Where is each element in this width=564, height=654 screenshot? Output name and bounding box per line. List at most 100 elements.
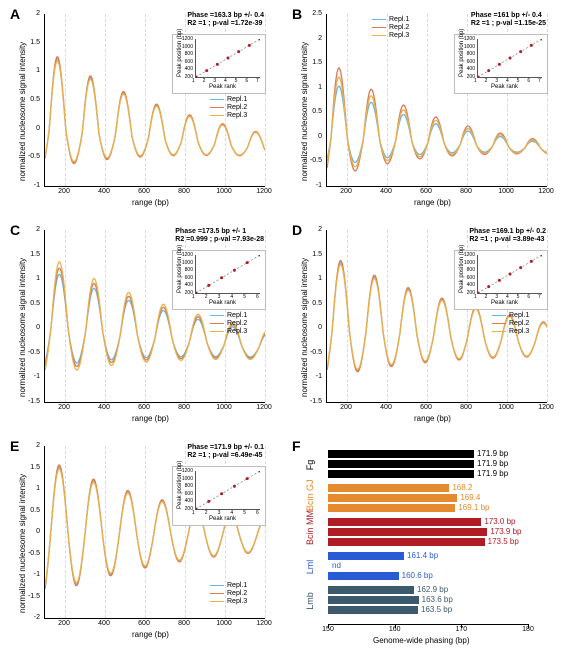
inset-point: [246, 477, 249, 480]
x-tick: 600: [134, 620, 154, 627]
inset-point: [216, 63, 219, 66]
inset-fit-line: [196, 471, 260, 509]
inset-point: [530, 44, 533, 47]
legend-label: Repl.1: [227, 582, 247, 589]
legend: Repl.1Repl.2Repl.3: [210, 96, 247, 120]
stats-text: Phase =169.1 bp +/- 0.2R2 =1 ; p-val =3.…: [469, 228, 546, 245]
legend-swatch: [210, 99, 224, 100]
legend-swatch: [492, 315, 506, 316]
bar: [328, 528, 487, 536]
bar-value-label: 169.1 bp: [458, 503, 489, 512]
panelF-tick-mark: [395, 624, 396, 628]
inset-plot-area: [195, 471, 260, 510]
legend-label: Repl.1: [509, 312, 529, 319]
inset-x-tick: 2: [205, 510, 208, 516]
y-tick: 1.5: [302, 251, 322, 258]
inset-point: [509, 57, 512, 60]
panel-label-C: C: [10, 222, 20, 238]
bar-value-label: 163.6 bp: [422, 595, 453, 604]
bar-value-label: 173.5 bp: [488, 537, 519, 546]
bar-value-label: 168.2: [452, 483, 472, 492]
y-axis-label: normalized nucleosome signal intensity: [300, 258, 309, 397]
stat-phase: Phase =161 bp +/- 0.4: [471, 12, 546, 20]
panel-A: A20040060080010001200-1-0.500.511.52norm…: [10, 6, 272, 214]
inset-x-tick: 7: [538, 294, 541, 300]
x-tick: 1200: [536, 404, 556, 411]
legend: Repl.1Repl.2Repl.3: [492, 312, 529, 336]
y-tick: -2: [20, 614, 40, 621]
x-tick: 1000: [214, 620, 234, 627]
inset-point: [196, 292, 198, 294]
bar-value-label: 171.9 bp: [477, 449, 508, 458]
x-axis-label: range (bp): [132, 414, 169, 423]
legend-swatch: [492, 323, 506, 324]
inset-chart: 123456720040060080010001200Peak rankPeak…: [172, 34, 266, 94]
y-tick: 2: [20, 442, 40, 449]
inset-point: [246, 261, 249, 264]
legend-item: Repl.3: [210, 598, 247, 605]
inset-x-tick: 6: [256, 510, 259, 516]
panel-C: C20040060080010001200-1.5-1-0.500.511.52…: [10, 222, 272, 430]
x-tick: 200: [54, 404, 74, 411]
legend-item: Repl.2: [372, 24, 409, 31]
inset-y-label: Peak position (bp): [459, 245, 465, 293]
stat-r2-pval: R2 =1 ; p-val =3.89e-43: [469, 236, 546, 244]
legend-swatch: [372, 35, 386, 36]
panel-F: F150160170180Genome-wide phasing (bp)171…: [292, 438, 554, 646]
x-tick: 800: [174, 188, 194, 195]
inset-chart: 12345620040060080010001200Peak rankPeak …: [172, 466, 266, 526]
legend-label: Repl.1: [389, 16, 409, 23]
stat-phase: Phase =173.5 bp +/- 1: [175, 228, 264, 236]
x-tick: 800: [456, 404, 476, 411]
group-label: Lml: [305, 555, 315, 579]
panel-label-E: E: [10, 438, 19, 454]
legend-label: Repl.2: [227, 320, 247, 327]
y-tick: -1.5: [20, 398, 40, 405]
inset-point: [220, 276, 223, 279]
panel-E: E20040060080010001200-2-1.5-1-0.500.511.…: [10, 438, 272, 646]
x-tick: 1000: [496, 404, 516, 411]
legend-item: Repl.1: [210, 582, 247, 589]
inset-x-tick: 6: [256, 294, 259, 300]
bar: [328, 572, 399, 580]
x-tick: 1200: [254, 404, 274, 411]
legend-item: Repl.1: [492, 312, 529, 319]
legend-label: Repl.2: [389, 24, 409, 31]
legend-label: Repl.2: [509, 320, 529, 327]
inset-plot-area: [195, 39, 260, 78]
legend-item: Repl.3: [210, 328, 247, 335]
inset-point: [519, 266, 522, 269]
inset-point: [205, 69, 208, 72]
bar: [328, 450, 474, 458]
x-tick: 200: [336, 404, 356, 411]
inset-point: [530, 260, 533, 263]
legend-swatch: [210, 585, 224, 586]
legend-item: Repl.2: [492, 320, 529, 327]
inset-svg: [478, 39, 542, 77]
inset-point: [478, 76, 480, 78]
bar-value-label: 171.9 bp: [477, 459, 508, 468]
inset-x-label: Peak rank: [209, 300, 236, 306]
inset-plot-area: [195, 255, 260, 294]
legend-label: Repl.2: [227, 590, 247, 597]
y-tick: 2: [302, 35, 322, 42]
inset-x-tick: 2: [485, 294, 488, 300]
inset-x-tick: 5: [243, 294, 246, 300]
legend-swatch: [210, 323, 224, 324]
x-tick: 1000: [214, 404, 234, 411]
bar: [328, 494, 457, 502]
bar-value-label: 173.9 bp: [490, 527, 521, 536]
legend-label: Repl.3: [227, 112, 247, 119]
legend-swatch: [210, 315, 224, 316]
stat-r2-pval: R2 =0.999 ; p-val =7.93e-28: [175, 236, 264, 244]
inset-point: [509, 273, 512, 276]
stat-phase: Phase =163.3 bp +/- 0.4: [187, 12, 264, 20]
x-axis-label: range (bp): [414, 198, 451, 207]
y-tick: 1.5: [20, 251, 40, 258]
legend-item: Repl.3: [210, 112, 247, 119]
inset-x-tick: 6: [245, 78, 248, 84]
legend-swatch: [492, 331, 506, 332]
x-tick: 200: [54, 620, 74, 627]
x-tick: 800: [456, 188, 476, 195]
bar: [328, 552, 404, 560]
